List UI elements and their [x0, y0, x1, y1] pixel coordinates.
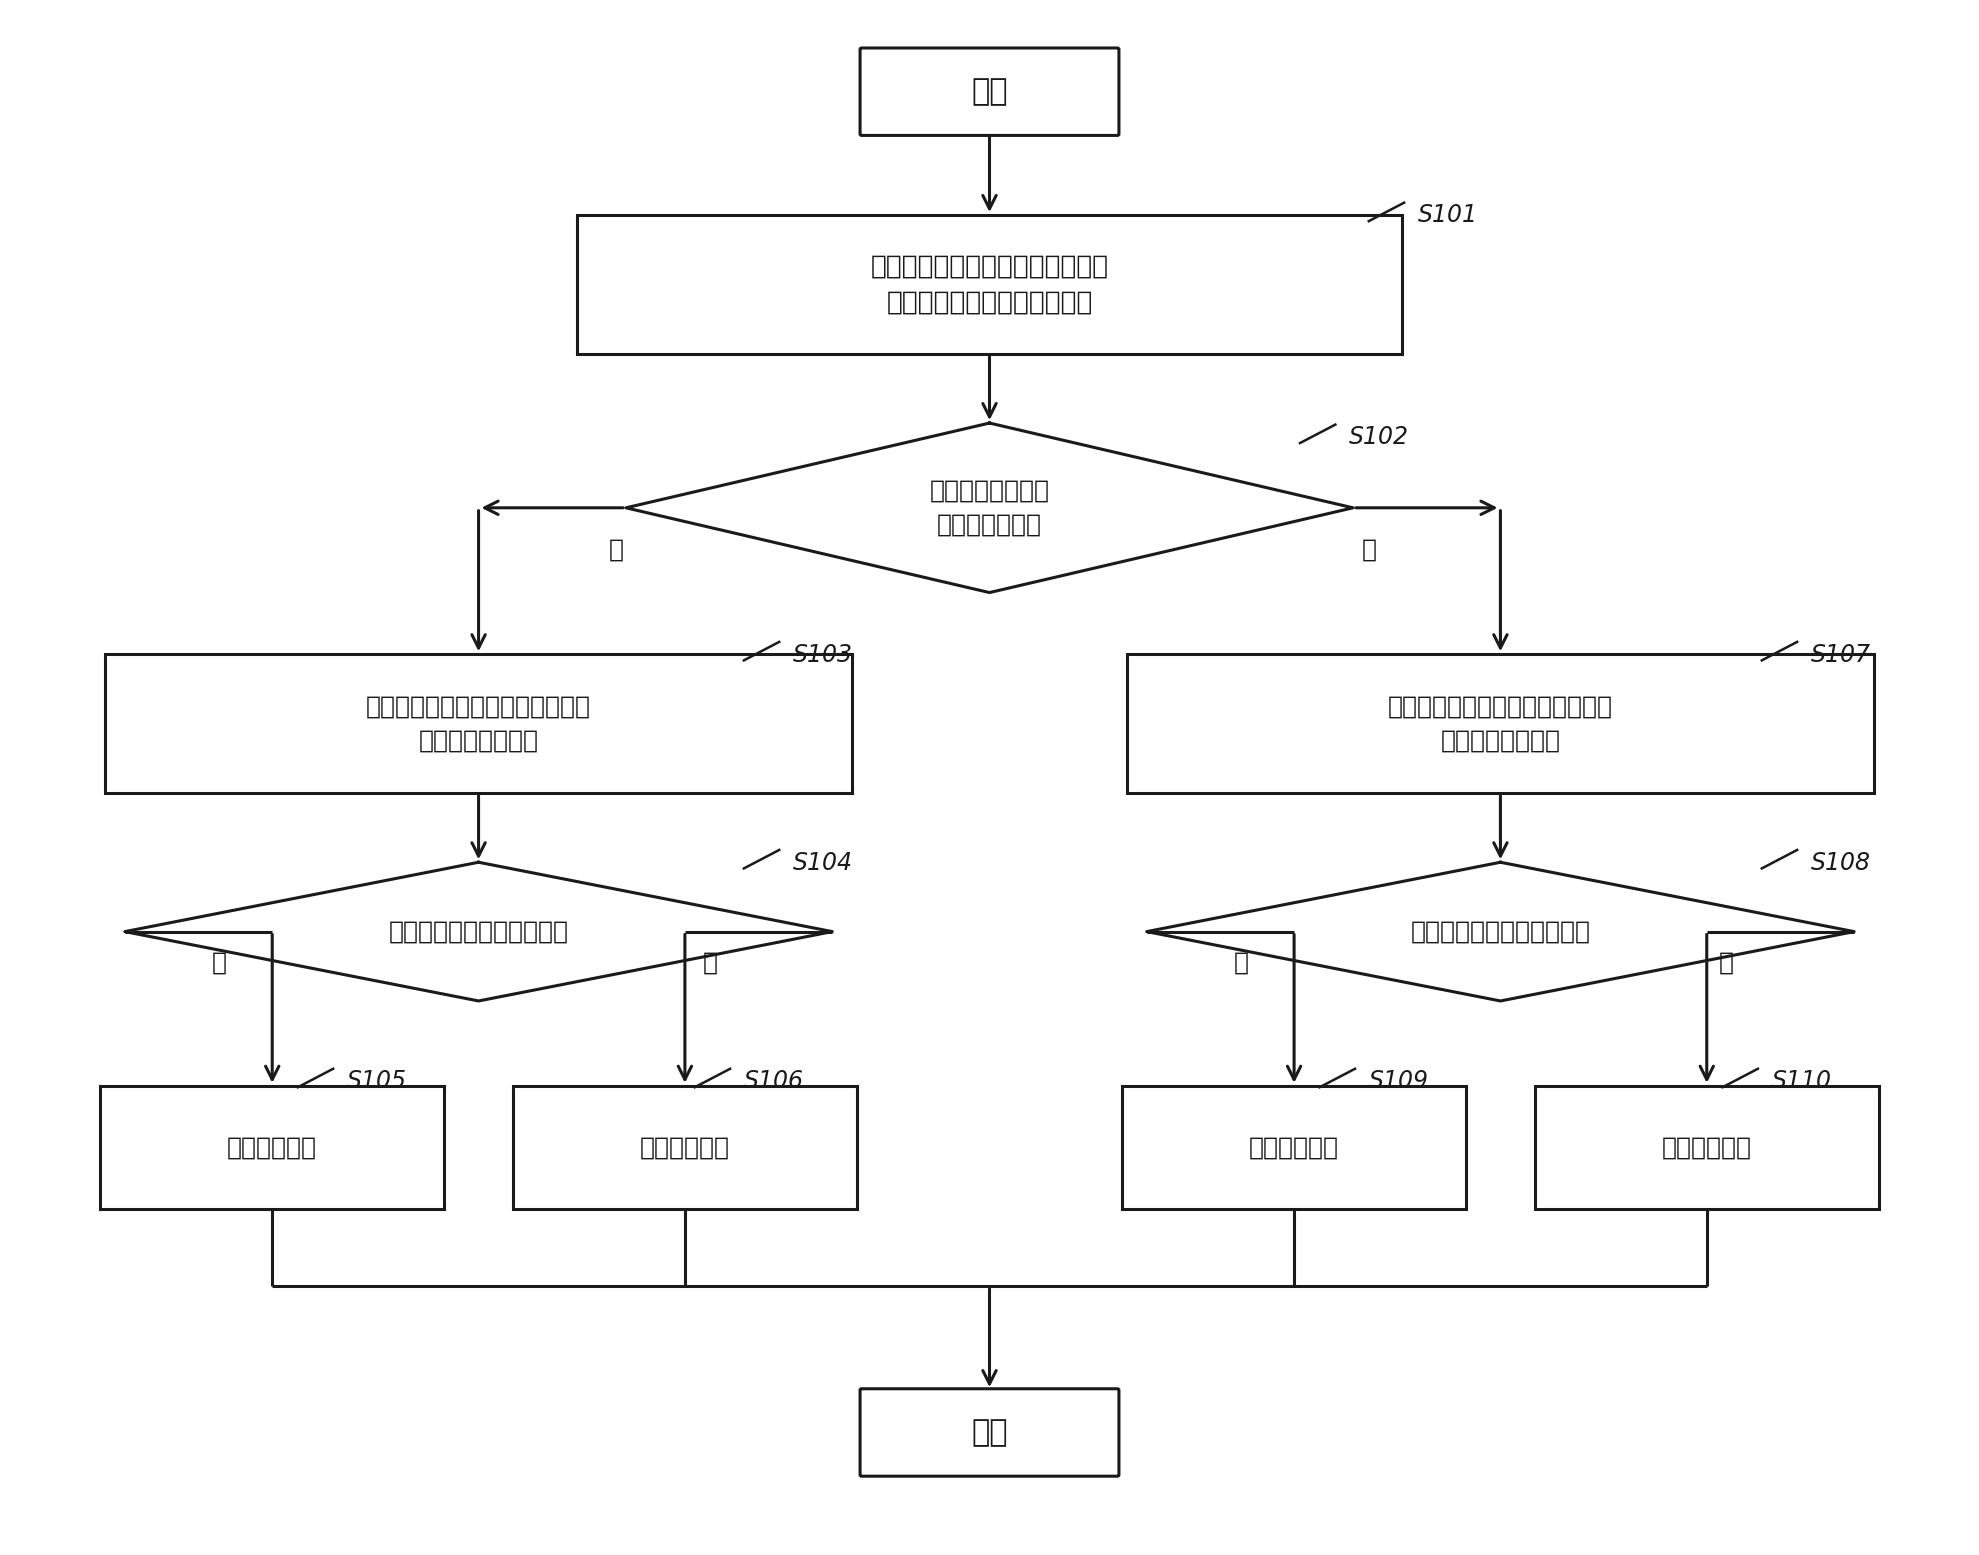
Text: 获取前拨链器的位置信息并对所述
位置信息进行分析: 获取前拨链器的位置信息并对所述 位置信息进行分析: [366, 695, 592, 753]
Polygon shape: [125, 863, 833, 1001]
Text: 执行半档操作: 执行半档操作: [228, 1135, 317, 1160]
Text: S102: S102: [1350, 425, 1409, 449]
Text: S106: S106: [744, 1070, 803, 1093]
Text: S104: S104: [794, 851, 853, 874]
Bar: [1122, 1085, 1466, 1208]
Bar: [513, 1085, 857, 1208]
Text: 获取前拨链器的位置信息并对所述
位置信息进行分析: 获取前拨链器的位置信息并对所述 位置信息进行分析: [1387, 695, 1613, 753]
Bar: [105, 655, 851, 793]
Text: S109: S109: [1369, 1070, 1429, 1093]
Bar: [101, 1085, 443, 1208]
Text: 否: 否: [703, 950, 718, 975]
Text: 否: 否: [1362, 538, 1375, 561]
Text: 所述按键信息是否
为第一按键信息: 所述按键信息是否 为第一按键信息: [930, 479, 1049, 536]
Text: S110: S110: [1771, 1070, 1833, 1093]
Text: S101: S101: [1417, 204, 1478, 227]
Text: 获取根据用户操作所发出的按键信
息并对所述按键信息进行分析: 获取根据用户操作所发出的按键信 息并对所述按键信息进行分析: [871, 253, 1108, 316]
Text: 否: 否: [1233, 950, 1249, 975]
Bar: [1536, 1085, 1878, 1208]
Bar: [1128, 655, 1874, 793]
Text: S107: S107: [1811, 642, 1870, 667]
Polygon shape: [625, 423, 1354, 592]
Text: 是: 是: [212, 950, 228, 975]
Text: 是: 是: [1720, 950, 1734, 975]
Polygon shape: [1146, 863, 1854, 1001]
Text: S105: S105: [346, 1070, 408, 1093]
FancyBboxPatch shape: [861, 48, 1118, 135]
Text: 执行换档操作: 执行换档操作: [1662, 1135, 1751, 1160]
Text: 开始: 开始: [972, 78, 1007, 106]
Text: 所述前拨链器是否处于大盘: 所述前拨链器是否处于大盘: [1411, 919, 1591, 944]
FancyBboxPatch shape: [861, 1389, 1118, 1476]
Text: 执行换档操作: 执行换档操作: [639, 1135, 730, 1160]
Text: S108: S108: [1811, 851, 1870, 874]
Text: 结束: 结束: [972, 1418, 1007, 1448]
Bar: [576, 215, 1403, 353]
Text: S103: S103: [794, 642, 853, 667]
Text: 执行半档操作: 执行半档操作: [1249, 1135, 1340, 1160]
Text: 所述前拨链器是否处于大盘: 所述前拨链器是否处于大盘: [388, 919, 568, 944]
Text: 是: 是: [610, 538, 623, 561]
